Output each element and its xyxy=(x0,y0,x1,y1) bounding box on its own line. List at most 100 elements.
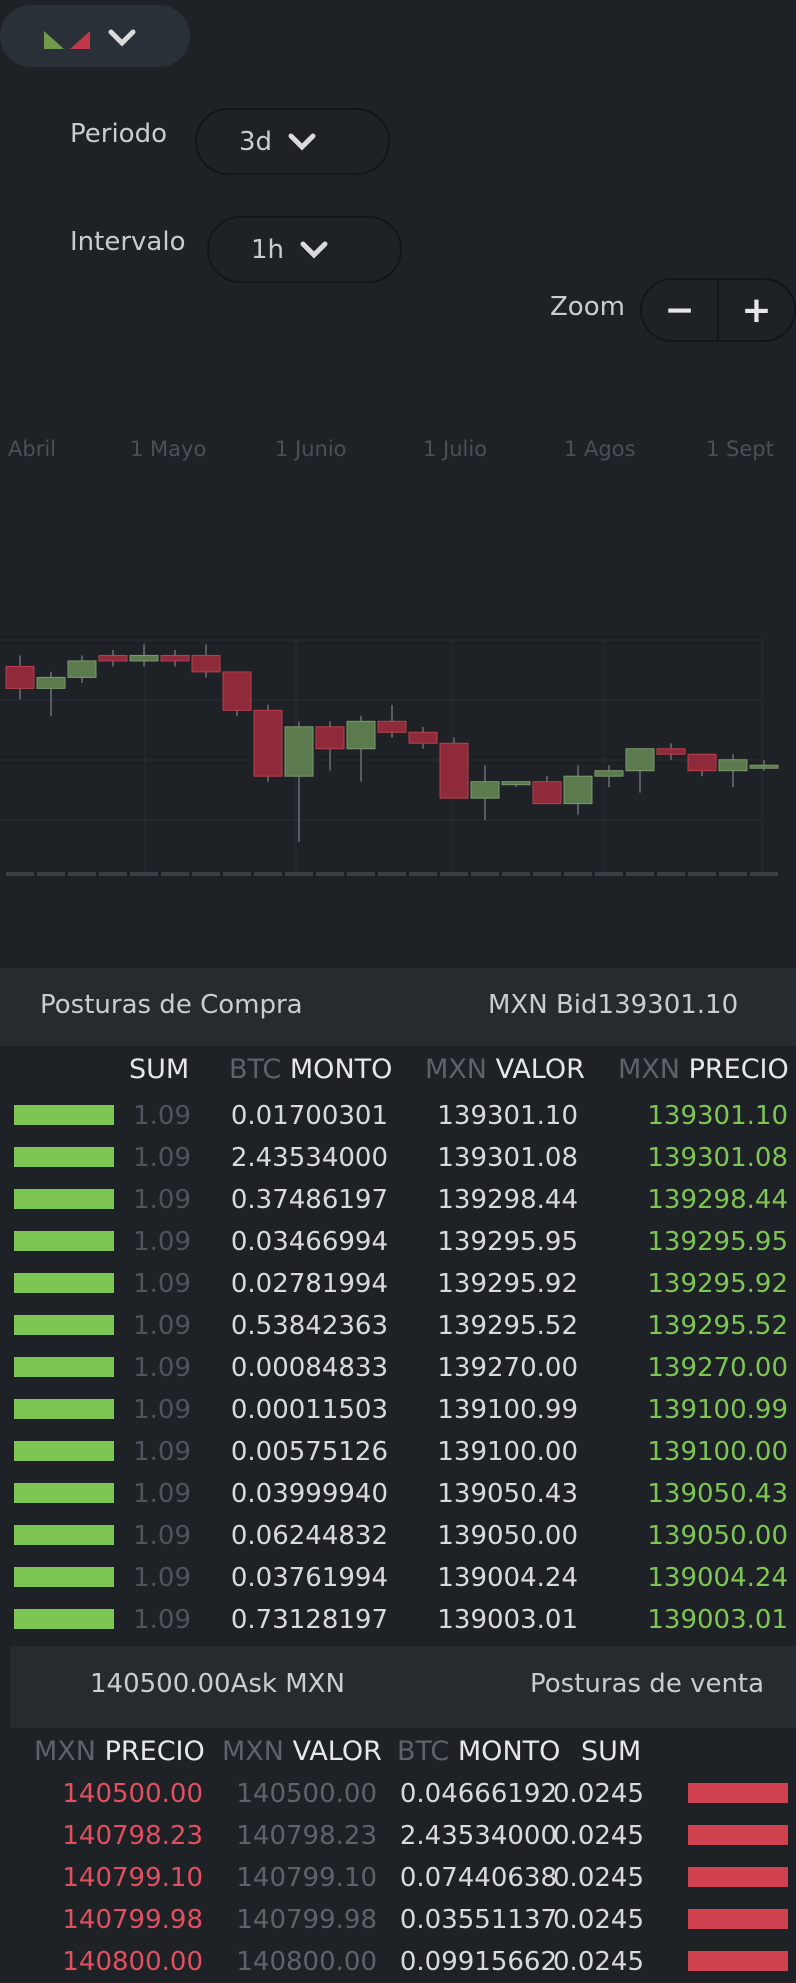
volume-bar xyxy=(502,872,530,876)
bid-sum: 1.09 xyxy=(133,1185,191,1215)
bid-precio: 139295.92 xyxy=(647,1269,788,1299)
bid-row[interactable]: 1.09 0.00575126 139100.00 139100.00 xyxy=(0,1431,796,1473)
asks-col-sum: SUM xyxy=(581,1736,642,1767)
bid-row[interactable]: 1.09 0.37486197 139298.44 139298.44 xyxy=(0,1179,796,1221)
bid-monto: 0.73128197 xyxy=(230,1605,388,1635)
ask-sum: 0.0245 xyxy=(553,1821,644,1851)
bid-valor: 139004.24 xyxy=(437,1563,578,1593)
candle-up xyxy=(129,654,159,662)
bid-valor: 139298.44 xyxy=(437,1185,578,1215)
zoom-label: Zoom xyxy=(550,292,625,322)
ask-row[interactable]: 140799.10 140799.10 0.07440638 0.0245 xyxy=(0,1857,796,1899)
candle-up xyxy=(594,770,624,777)
bid-depth-bar xyxy=(14,1567,114,1587)
month-label: 1 Junio xyxy=(275,437,347,461)
chart-type-selector[interactable] xyxy=(0,5,190,67)
month-label: 1 Julio xyxy=(423,437,488,461)
candle-down xyxy=(687,753,717,772)
bid-monto: 0.00575126 xyxy=(230,1437,388,1467)
bid-sum: 1.09 xyxy=(133,1311,191,1341)
candle-up xyxy=(749,764,779,769)
volume-bar xyxy=(254,872,282,876)
bid-row[interactable]: 1.09 0.06244832 139050.00 139050.00 xyxy=(0,1515,796,1557)
candle-up xyxy=(346,720,376,750)
bid-valor: 139295.52 xyxy=(437,1311,578,1341)
volume-bar xyxy=(285,872,313,876)
bid-row[interactable]: 1.09 0.03761994 139004.24 139004.24 xyxy=(0,1557,796,1599)
bids-title: Posturas de Compra xyxy=(40,990,303,1020)
candle-down xyxy=(656,748,686,755)
bid-monto: 2.43534000 xyxy=(230,1143,388,1173)
month-label: Abril xyxy=(8,437,56,461)
bid-precio: 139270.00 xyxy=(647,1353,788,1383)
bid-valor: 139003.01 xyxy=(437,1605,578,1635)
ask-monto: 0.09915662 xyxy=(399,1947,557,1977)
bid-row[interactable]: 1.09 2.43534000 139301.08 139301.08 xyxy=(0,1137,796,1179)
ask-row[interactable]: 140500.00 140500.00 0.04666192 0.0245 xyxy=(0,1773,796,1815)
bid-monto: 0.03761994 xyxy=(230,1563,388,1593)
bid-depth-bar xyxy=(14,1273,114,1293)
bid-precio: 139301.08 xyxy=(647,1143,788,1173)
bid-row[interactable]: 1.09 0.01700301 139301.10 139301.10 xyxy=(0,1095,796,1137)
periodo-select[interactable]: 3d xyxy=(195,108,390,175)
bids-col-monto: BTC MONTO xyxy=(229,1054,393,1085)
chevron-down-icon xyxy=(300,241,328,259)
bid-precio: 139298.44 xyxy=(647,1185,788,1215)
candle-down xyxy=(377,720,407,733)
volume-bar xyxy=(99,872,127,876)
bid-row[interactable]: 1.09 0.00084833 139270.00 139270.00 xyxy=(0,1347,796,1389)
candle-down xyxy=(5,665,35,689)
candle-down xyxy=(191,654,221,673)
bid-row[interactable]: 1.09 0.03466994 139295.95 139295.95 xyxy=(0,1221,796,1263)
bid-sum: 1.09 xyxy=(133,1437,191,1467)
bid-precio: 139050.43 xyxy=(647,1479,788,1509)
candle-down xyxy=(98,654,128,662)
bid-monto: 0.37486197 xyxy=(230,1185,388,1215)
ask-row[interactable]: 140798.23 140798.23 2.43534000 0.0245 xyxy=(0,1815,796,1857)
bid-row[interactable]: 1.09 0.73128197 139003.01 139003.01 xyxy=(0,1599,796,1641)
month-label: 1 Agos xyxy=(564,437,636,461)
candle-down xyxy=(253,709,283,777)
ask-depth-bar xyxy=(688,1909,788,1929)
zoom-out-button[interactable]: − xyxy=(642,280,719,340)
bid-valor: 139295.95 xyxy=(437,1227,578,1257)
volume-bar xyxy=(6,872,34,876)
bid-depth-bar xyxy=(14,1441,114,1461)
candle-up xyxy=(470,781,500,799)
volume-bar xyxy=(37,872,65,876)
bid-precio: 139004.24 xyxy=(647,1563,788,1593)
bid-row[interactable]: 1.09 0.03999940 139050.43 139050.43 xyxy=(0,1473,796,1515)
bid-precio: 139050.00 xyxy=(647,1521,788,1551)
bid-depth-bar xyxy=(14,1357,114,1377)
bids-col-precio: MXN PRECIO xyxy=(618,1054,789,1085)
bid-depth-bar xyxy=(14,1231,114,1251)
ask-sum: 0.0245 xyxy=(553,1905,644,1935)
bid-monto: 0.00084833 xyxy=(230,1353,388,1383)
ask-precio: 140500.00 xyxy=(62,1779,203,1809)
intervalo-select[interactable]: 1h xyxy=(207,216,402,283)
ask-row[interactable]: 140800.00 140800.00 0.09915662 0.0245 xyxy=(0,1941,796,1983)
bid-row[interactable]: 1.09 0.53842363 139295.52 139295.52 xyxy=(0,1305,796,1347)
bid-depth-bar xyxy=(14,1399,114,1419)
bid-precio: 139301.10 xyxy=(647,1101,788,1131)
volume-bar xyxy=(316,872,344,876)
bid-row[interactable]: 1.09 0.02781994 139295.92 139295.92 xyxy=(0,1263,796,1305)
bid-sum: 1.09 xyxy=(133,1563,191,1593)
bid-valor: 139301.10 xyxy=(437,1101,578,1131)
bid-precio: 139295.95 xyxy=(647,1227,788,1257)
bid-monto: 0.02781994 xyxy=(230,1269,388,1299)
bid-valor: 139301.08 xyxy=(437,1143,578,1173)
bid-monto: 0.00011503 xyxy=(230,1395,388,1425)
ask-valor: 140799.10 xyxy=(236,1863,377,1893)
ask-valor: 140800.00 xyxy=(236,1947,377,1977)
ask-precio: 140798.23 xyxy=(62,1821,203,1851)
asks-header: 140500.00Ask MXN Posturas de venta xyxy=(10,1646,796,1728)
bid-valor: 139270.00 xyxy=(437,1353,578,1383)
volume-bar xyxy=(750,872,778,876)
bid-row[interactable]: 1.09 0.00011503 139100.99 139100.99 xyxy=(0,1389,796,1431)
ask-row[interactable]: 140799.98 140799.98 0.03551137 0.0245 xyxy=(0,1899,796,1941)
ask-sum: 0.0245 xyxy=(553,1947,644,1977)
ask-precio: 140799.10 xyxy=(62,1863,203,1893)
price-chart[interactable] xyxy=(0,620,796,890)
zoom-in-button[interactable]: + xyxy=(741,289,772,331)
